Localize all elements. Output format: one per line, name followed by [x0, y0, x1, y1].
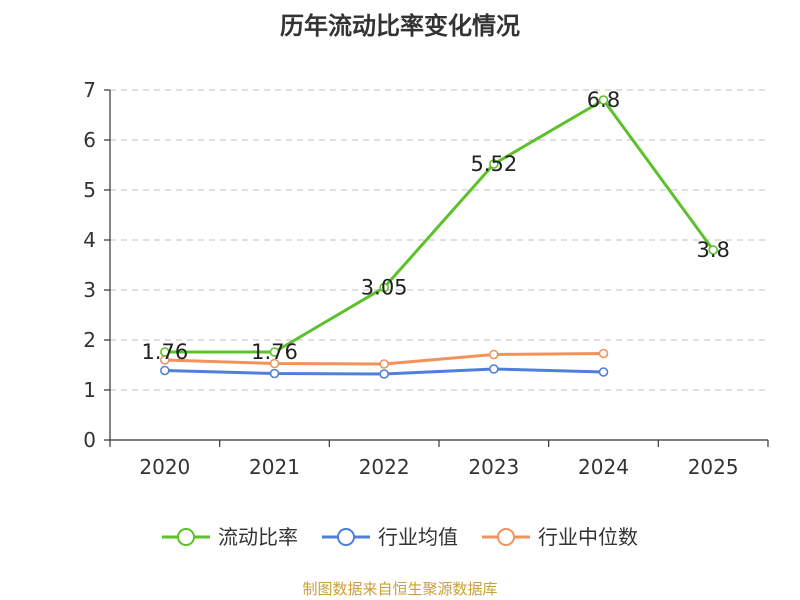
- y-tick-label: 7: [83, 78, 96, 102]
- x-tick-label: 2022: [359, 455, 410, 479]
- data-point: [489, 159, 499, 169]
- data-label: 1.76: [141, 340, 188, 364]
- data-label: 3.05: [361, 276, 408, 300]
- data-point: [708, 245, 718, 255]
- legend-marker: [177, 528, 195, 546]
- axes: 0 1 2 3 4 5 6 7 2020 2021 2022 2023 2024 2025: [83, 78, 769, 479]
- legend-label: 行业中位数: [538, 525, 638, 549]
- y-tick-label: 6: [83, 128, 96, 152]
- y-tick-label: 4: [83, 228, 96, 252]
- y-tick-label: 3: [83, 278, 96, 302]
- y-tick-label: 0: [83, 428, 96, 452]
- data-point: [379, 359, 389, 369]
- data-label: 1.76: [251, 340, 298, 364]
- data-point: [489, 364, 499, 374]
- x-tick-label: 2025: [688, 455, 739, 479]
- data-point: [160, 347, 170, 357]
- data-point: [269, 358, 280, 369]
- legend-item: 流动比率: [162, 525, 298, 549]
- x-tick-label: 2024: [578, 455, 629, 479]
- y-tick-label: 5: [83, 178, 96, 202]
- grid-lines: [110, 89, 768, 391]
- y-tick-label: 2: [83, 328, 96, 352]
- data-point: [598, 348, 609, 359]
- data-point: [269, 347, 280, 357]
- legend-item: 行业中位数: [482, 525, 638, 549]
- data-point: [598, 95, 609, 105]
- legend-marker: [337, 528, 355, 546]
- x-tick-label: 2021: [249, 455, 300, 479]
- data-labels: 1.76 1.76 3.05 5.52 6.8 3.8: [141, 88, 729, 364]
- data-point: [269, 368, 280, 379]
- x-tick-label: 2023: [468, 455, 519, 479]
- legend-item: 行业均值: [322, 525, 458, 549]
- data-point: [379, 369, 389, 379]
- data-label: 3.8: [696, 238, 729, 262]
- series-group: [160, 95, 718, 379]
- x-tick-label: 2020: [139, 455, 190, 479]
- series-line: [164, 98, 715, 354]
- chart-title: 历年流动比率变化情况: [280, 12, 520, 40]
- data-point: [379, 282, 389, 293]
- legend-marker: [497, 528, 515, 546]
- data-point: [598, 367, 609, 377]
- legend: 流动比率 行业均值 行业中位数: [162, 525, 638, 549]
- y-tick-label: 1: [83, 378, 96, 402]
- data-source-note: 制图数据来自恒生聚源数据库: [302, 580, 498, 598]
- legend-label: 行业均值: [378, 525, 458, 549]
- data-point: [160, 365, 170, 376]
- data-label: 6.8: [587, 88, 620, 112]
- data-point: [489, 349, 499, 360]
- legend-label: 流动比率: [218, 525, 298, 549]
- data-label: 5.52: [470, 152, 517, 176]
